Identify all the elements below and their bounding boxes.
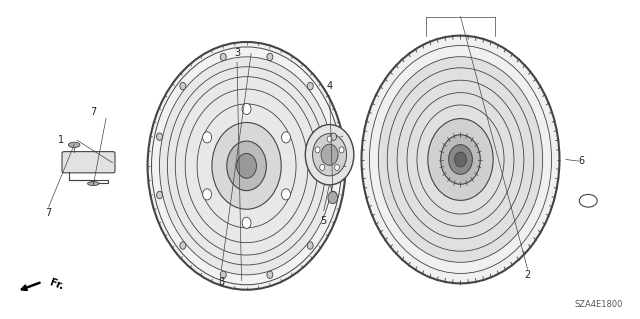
Text: 7: 7 xyxy=(45,209,52,219)
Ellipse shape xyxy=(327,136,332,142)
Text: 1: 1 xyxy=(58,136,65,145)
Ellipse shape xyxy=(220,53,226,61)
Ellipse shape xyxy=(88,182,99,186)
Ellipse shape xyxy=(203,132,212,143)
Ellipse shape xyxy=(180,242,186,249)
Ellipse shape xyxy=(282,132,291,143)
Ellipse shape xyxy=(282,189,291,200)
Ellipse shape xyxy=(307,242,313,249)
Text: Fr.: Fr. xyxy=(49,278,65,292)
Ellipse shape xyxy=(320,164,324,170)
Text: 7: 7 xyxy=(90,107,97,117)
Ellipse shape xyxy=(454,152,467,167)
Ellipse shape xyxy=(220,271,226,278)
Text: 5: 5 xyxy=(320,216,326,226)
Text: 6: 6 xyxy=(579,156,585,166)
Ellipse shape xyxy=(237,153,257,178)
Text: 2: 2 xyxy=(524,271,531,280)
Ellipse shape xyxy=(157,191,163,199)
Text: 8: 8 xyxy=(218,277,224,287)
Ellipse shape xyxy=(180,82,186,90)
Ellipse shape xyxy=(307,82,313,90)
Ellipse shape xyxy=(339,147,344,153)
Ellipse shape xyxy=(449,145,472,174)
Ellipse shape xyxy=(312,134,347,176)
Ellipse shape xyxy=(267,53,273,61)
Ellipse shape xyxy=(315,147,320,153)
Ellipse shape xyxy=(331,133,337,140)
Ellipse shape xyxy=(212,122,281,209)
Ellipse shape xyxy=(157,133,163,140)
Text: 4: 4 xyxy=(326,81,333,92)
FancyBboxPatch shape xyxy=(62,152,115,173)
Ellipse shape xyxy=(242,103,251,115)
Ellipse shape xyxy=(305,124,354,185)
Ellipse shape xyxy=(362,36,559,283)
Text: SZA4E1800: SZA4E1800 xyxy=(575,300,623,309)
Ellipse shape xyxy=(159,57,333,275)
Ellipse shape xyxy=(203,189,212,200)
Ellipse shape xyxy=(321,144,338,165)
Ellipse shape xyxy=(227,141,266,191)
Ellipse shape xyxy=(331,191,337,199)
Ellipse shape xyxy=(242,217,251,228)
Ellipse shape xyxy=(441,135,480,184)
Ellipse shape xyxy=(68,142,80,148)
Ellipse shape xyxy=(148,42,346,290)
Ellipse shape xyxy=(335,164,339,170)
Ellipse shape xyxy=(407,93,514,226)
Ellipse shape xyxy=(378,57,543,262)
Ellipse shape xyxy=(328,192,338,204)
Ellipse shape xyxy=(185,89,308,243)
Ellipse shape xyxy=(267,271,273,278)
Text: 3: 3 xyxy=(234,48,240,58)
Ellipse shape xyxy=(428,119,493,200)
